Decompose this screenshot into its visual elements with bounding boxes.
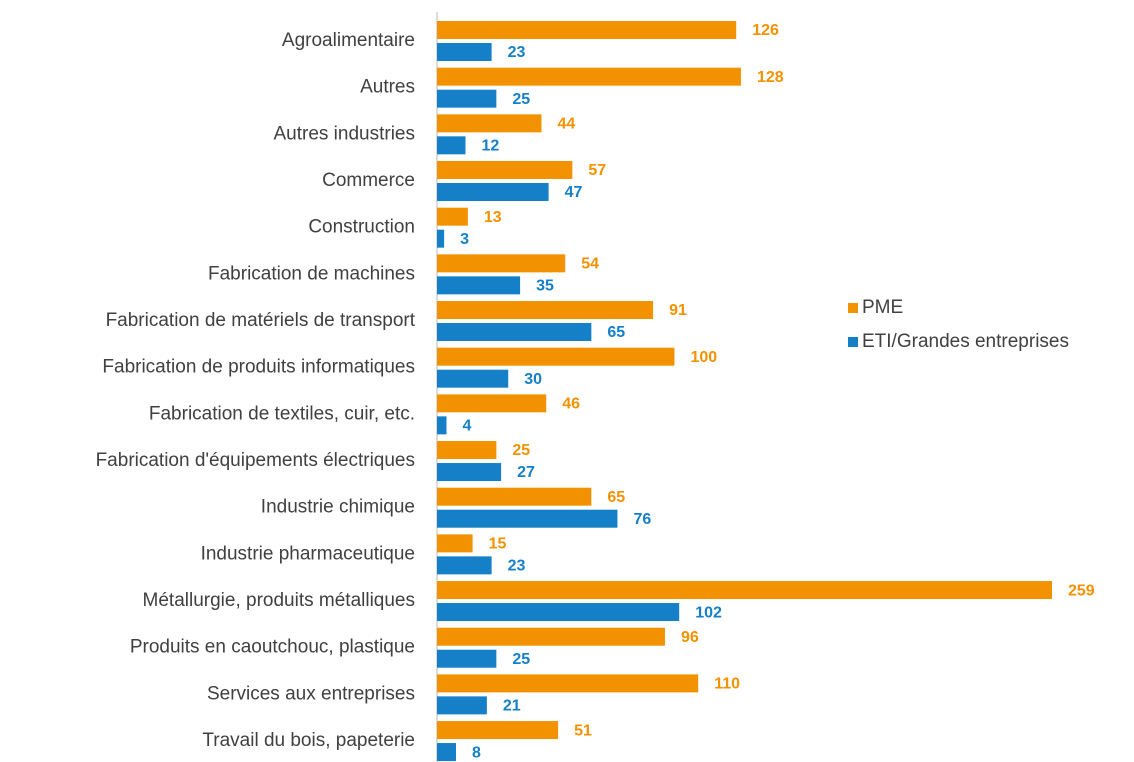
category-label: Industrie chimique	[261, 497, 415, 518]
value-label: 25	[512, 651, 530, 668]
value-label: 15	[489, 536, 507, 553]
value-label: 102	[695, 604, 722, 621]
value-label: 35	[536, 278, 554, 295]
bar	[437, 254, 566, 273]
bar	[437, 743, 456, 762]
legend-label: ETI/Grandes entreprises	[862, 331, 1069, 352]
category-label: Métallurgie, produits métalliques	[143, 590, 415, 611]
bar	[437, 696, 487, 715]
bar	[437, 674, 699, 693]
value-label: 25	[512, 91, 530, 108]
value-label: 65	[607, 489, 625, 506]
bar	[437, 581, 1052, 600]
bar	[437, 161, 573, 180]
value-label: 44	[557, 116, 575, 133]
bar	[437, 441, 497, 460]
value-label: 8	[472, 744, 481, 761]
bar	[437, 43, 492, 61]
bar	[437, 556, 492, 575]
legend-swatch	[848, 337, 858, 347]
value-label: 100	[690, 349, 717, 366]
bar	[437, 89, 497, 108]
category-label: Fabrication d'équipements électriques	[96, 450, 415, 471]
bar	[437, 627, 665, 646]
value-label: 21	[503, 698, 521, 715]
bar	[437, 603, 680, 622]
value-label: 126	[752, 22, 779, 39]
value-label: 12	[481, 138, 499, 155]
bar	[437, 416, 447, 435]
category-label: Travail du bois, papeterie	[202, 730, 415, 751]
bar	[437, 207, 468, 226]
value-label: 23	[508, 558, 526, 575]
category-label: Fabrication de matériels de transport	[106, 310, 416, 331]
legend-label: PME	[862, 297, 903, 318]
bar	[437, 463, 502, 482]
category-label: Fabrication de textiles, cuir, etc.	[149, 403, 415, 424]
category-label: Industrie pharmaceutique	[201, 543, 415, 564]
value-label: 110	[714, 676, 740, 693]
category-label: Fabrication de machines	[208, 263, 415, 284]
category-label: Construction	[308, 217, 415, 238]
value-label: 54	[581, 256, 599, 273]
value-label: 259	[1068, 582, 1095, 599]
bar	[437, 323, 592, 342]
value-label: 128	[757, 69, 784, 86]
bar	[437, 276, 521, 295]
category-label: Autres industries	[273, 123, 415, 144]
bar	[437, 369, 509, 388]
bar	[437, 21, 737, 39]
value-label: 25	[512, 442, 530, 459]
bar	[437, 534, 473, 553]
value-label: 65	[607, 324, 625, 341]
value-label: 76	[633, 511, 651, 528]
category-label: Services aux entreprises	[207, 683, 415, 704]
category-label: Autres	[360, 77, 415, 98]
bar	[437, 509, 618, 528]
value-label: 91	[669, 302, 687, 319]
value-label: 13	[484, 209, 502, 226]
value-label: 57	[588, 162, 606, 179]
category-label: Produits en caoutchouc, plastique	[130, 637, 415, 658]
bar	[437, 114, 542, 133]
bar	[437, 394, 547, 413]
legend-swatch	[848, 303, 858, 313]
value-label: 23	[508, 44, 526, 61]
bar	[437, 487, 592, 506]
category-label: Commerce	[322, 170, 415, 191]
category-label: Agroalimentaire	[282, 30, 415, 51]
bar	[437, 301, 654, 320]
value-label: 30	[524, 371, 542, 388]
bar	[437, 347, 675, 366]
value-label: 96	[681, 629, 699, 646]
bar	[437, 229, 445, 248]
value-label: 46	[562, 396, 580, 413]
value-label: 27	[517, 464, 535, 481]
value-label: 47	[565, 184, 583, 201]
bar	[437, 649, 497, 668]
bar	[437, 136, 466, 155]
bar	[437, 67, 741, 86]
value-label: 4	[462, 418, 471, 435]
bar	[437, 721, 559, 740]
category-label: Fabrication de produits informatiques	[102, 357, 415, 378]
bar	[437, 183, 549, 202]
value-label: 51	[574, 722, 592, 739]
value-label: 3	[460, 231, 469, 248]
